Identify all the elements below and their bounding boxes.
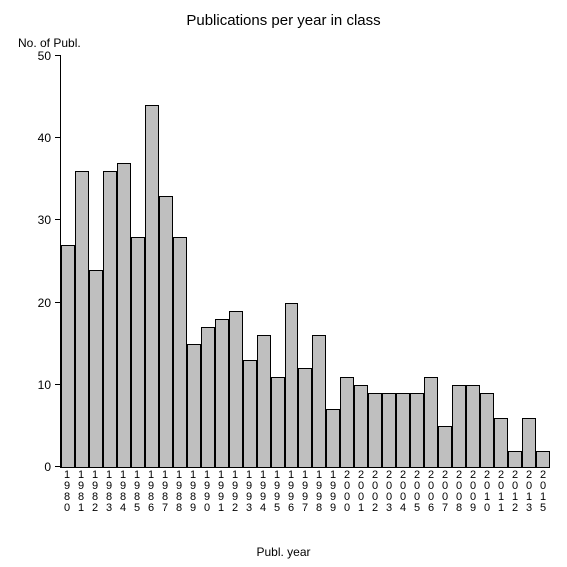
bar (508, 451, 522, 467)
x-tick-label: 2012 (508, 470, 522, 514)
y-tick (55, 137, 61, 138)
x-tick-label: 1982 (88, 470, 102, 514)
y-axis-label: No. of Publ. (18, 36, 81, 50)
bar (173, 237, 187, 467)
x-tick-label: 1985 (130, 470, 144, 514)
x-tick-label: 2011 (494, 470, 508, 514)
y-tick-label: 30 (38, 213, 51, 227)
x-tick-label: 1993 (242, 470, 256, 514)
x-tick-label: 2009 (466, 470, 480, 514)
x-axis-label: Publ. year (0, 545, 567, 559)
y-tick (55, 466, 61, 467)
bar (536, 451, 550, 467)
chart-title: Publications per year in class (0, 12, 567, 29)
bar (368, 393, 382, 467)
bar (201, 327, 215, 467)
bar (257, 335, 271, 467)
x-tick-label: 1986 (144, 470, 158, 514)
bar (340, 377, 354, 467)
y-tick-label: 20 (38, 296, 51, 310)
bar (243, 360, 257, 467)
x-tick-label: 1989 (186, 470, 200, 514)
y-tick (55, 55, 61, 56)
x-tick-label: 2000 (340, 470, 354, 514)
x-tick-label: 1996 (284, 470, 298, 514)
x-tick-label: 1998 (312, 470, 326, 514)
x-tick-label: 2001 (354, 470, 368, 514)
y-tick-label: 0 (44, 460, 51, 474)
bar (103, 171, 117, 467)
bar (145, 105, 159, 467)
bar (480, 393, 494, 467)
x-tick-label: 1992 (228, 470, 242, 514)
x-tick-label: 1990 (200, 470, 214, 514)
bar (117, 163, 131, 467)
x-tick-label: 2003 (382, 470, 396, 514)
bar (75, 171, 89, 467)
x-tick-label: 1999 (326, 470, 340, 514)
bar (494, 418, 508, 467)
bar (159, 196, 173, 467)
bar (354, 385, 368, 467)
bar (187, 344, 201, 467)
bar (271, 377, 285, 467)
x-tick-label: 1995 (270, 470, 284, 514)
x-tick-labels: 1980198119821983198419851986198719881989… (60, 470, 550, 514)
x-tick-label: 2007 (438, 470, 452, 514)
bars-group (61, 56, 550, 467)
x-tick-label: 2013 (522, 470, 536, 514)
y-tick-label: 10 (38, 378, 51, 392)
x-tick-label: 1980 (60, 470, 74, 514)
x-tick-label: 1984 (116, 470, 130, 514)
bar (89, 270, 103, 467)
bar (131, 237, 145, 467)
x-tick-label: 2010 (480, 470, 494, 514)
x-tick-label: 1987 (158, 470, 172, 514)
bar (410, 393, 424, 467)
x-tick-label: 2015 (536, 470, 550, 514)
bar (522, 418, 536, 467)
plot-area: 01020304050 (60, 56, 550, 468)
x-tick-label: 2006 (424, 470, 438, 514)
bar (229, 311, 243, 467)
bar (452, 385, 466, 467)
x-tick-label: 1994 (256, 470, 270, 514)
y-tick-label: 50 (38, 49, 51, 63)
y-tick (55, 384, 61, 385)
bar (285, 303, 299, 467)
bar (312, 335, 326, 467)
bar (215, 319, 229, 467)
bar (466, 385, 480, 467)
bar (326, 409, 340, 467)
y-tick-label: 40 (38, 131, 51, 145)
x-tick-label: 1981 (74, 470, 88, 514)
bar (396, 393, 410, 467)
x-tick-label: 1988 (172, 470, 186, 514)
y-tick (55, 219, 61, 220)
x-tick-label: 2008 (452, 470, 466, 514)
x-tick-label: 2004 (396, 470, 410, 514)
y-tick (55, 302, 61, 303)
x-tick-label: 1983 (102, 470, 116, 514)
bar (438, 426, 452, 467)
bar (424, 377, 438, 467)
bar (382, 393, 396, 467)
x-tick-label: 2005 (410, 470, 424, 514)
x-tick-label: 1997 (298, 470, 312, 514)
bar (298, 368, 312, 467)
x-tick-label: 2002 (368, 470, 382, 514)
bar (61, 245, 75, 467)
publications-bar-chart: Publications per year in class No. of Pu… (0, 0, 567, 567)
x-tick-label: 1991 (214, 470, 228, 514)
